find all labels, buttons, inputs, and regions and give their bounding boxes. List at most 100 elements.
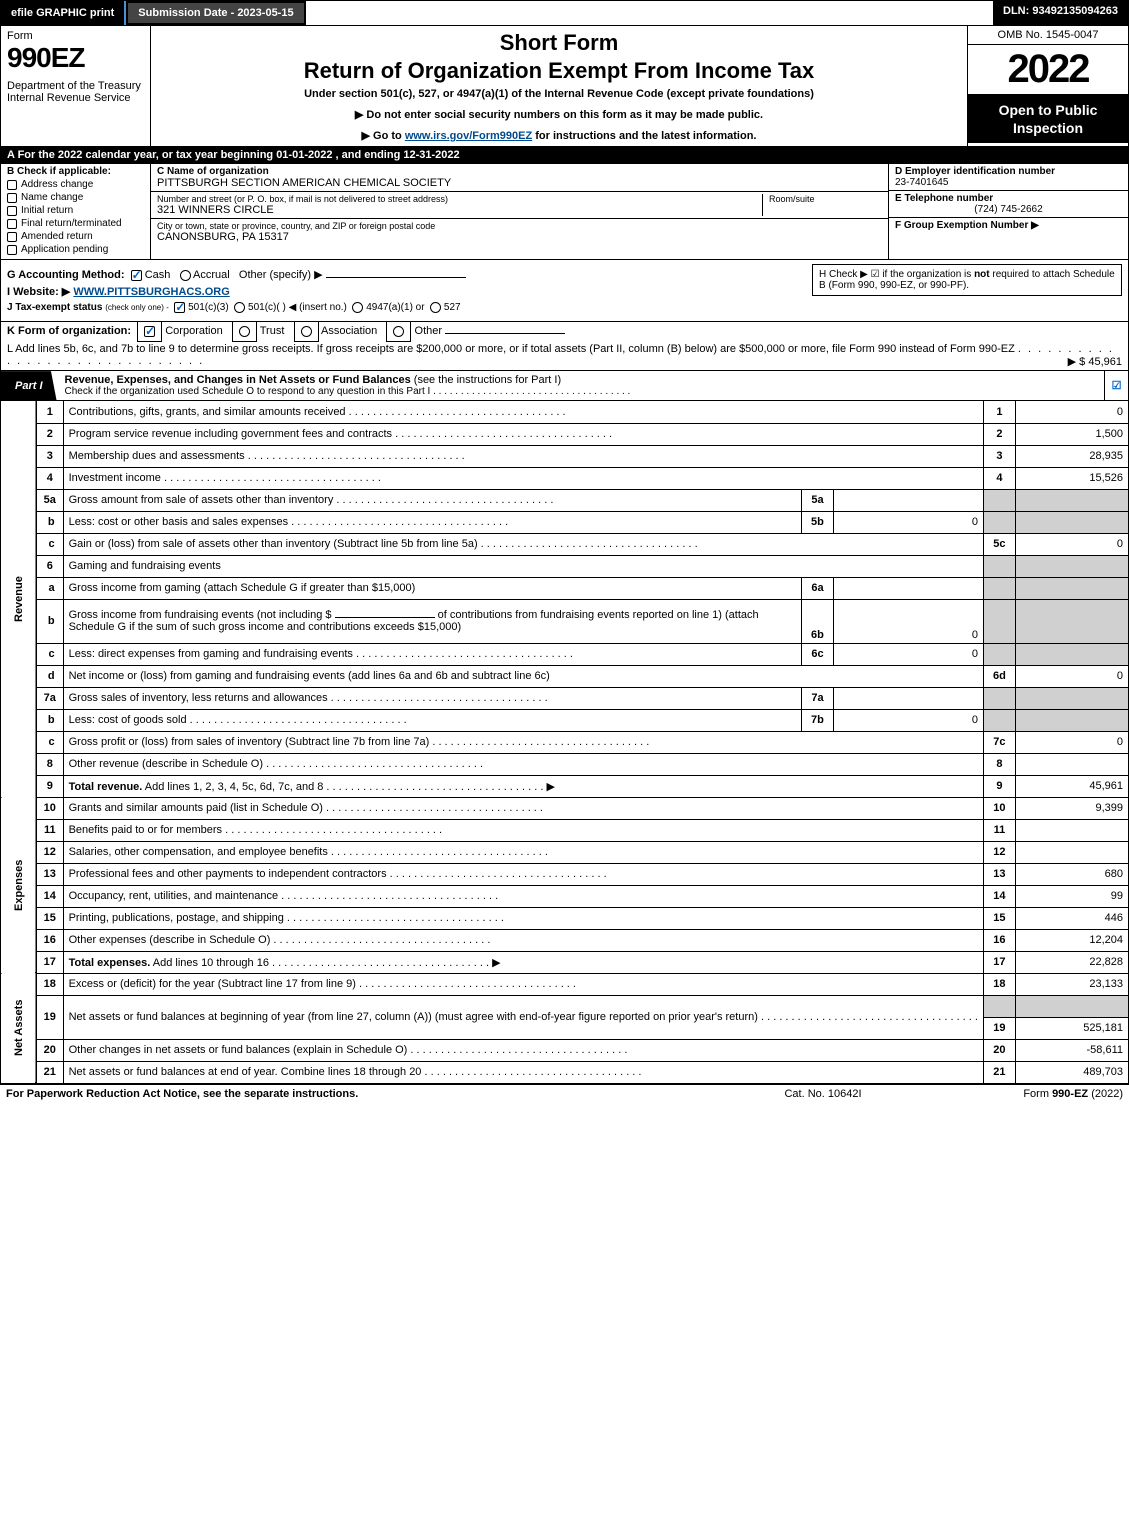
- checkbox-corporation[interactable]: [144, 326, 155, 337]
- goto-post: for instructions and the latest informat…: [532, 130, 756, 142]
- checkbox-icon: [7, 180, 17, 190]
- num: 2: [983, 423, 1015, 445]
- ln: 21: [36, 1061, 63, 1083]
- goto-note: ▶ Go to www.irs.gov/Form990EZ for instru…: [159, 129, 959, 142]
- line-6a: a Gross income from gaming (attach Sched…: [1, 577, 1129, 599]
- street-address: 321 WINNERS CIRCLE: [157, 204, 762, 216]
- mini-val: [833, 687, 983, 709]
- line-6: 6 Gaming and fundraising events: [1, 555, 1129, 577]
- checkbox-501c3[interactable]: [174, 302, 185, 313]
- desc: Total expenses. Add lines 10 through 16 …: [63, 951, 983, 973]
- radio-527[interactable]: [430, 302, 441, 313]
- footer-right: Form 990-EZ (2022): [923, 1088, 1123, 1100]
- line-10: Expenses 10 Grants and similar amounts p…: [1, 797, 1129, 819]
- desc: Membership dues and assessments: [63, 445, 983, 467]
- val-shade: [1015, 599, 1128, 643]
- ln: 3: [36, 445, 63, 467]
- tax-year: 2022: [968, 45, 1128, 95]
- ln: 19: [36, 995, 63, 1039]
- opt-address-change[interactable]: Address change: [7, 179, 144, 190]
- opt-application-pending[interactable]: Application pending: [7, 244, 144, 255]
- g-other: Other (specify) ▶: [239, 269, 323, 281]
- val: 0: [1015, 533, 1128, 555]
- line-12: 12 Salaries, other compensation, and emp…: [1, 841, 1129, 863]
- radio-other[interactable]: [393, 326, 404, 337]
- radio-trust[interactable]: [239, 326, 250, 337]
- opt-name-change[interactable]: Name change: [7, 192, 144, 203]
- ln: 10: [36, 797, 63, 819]
- val-shade: [1015, 643, 1128, 665]
- line-2: 2 Program service revenue including gove…: [1, 423, 1129, 445]
- omb-number: OMB No. 1545-0047: [968, 26, 1128, 45]
- l9-bold: Total revenue.: [69, 781, 143, 793]
- val: 446: [1015, 907, 1128, 929]
- line-13: 13 Professional fees and other payments …: [1, 863, 1129, 885]
- efile-print-button[interactable]: efile GRAPHIC print: [1, 1, 126, 25]
- form-header: Form 990EZ Department of the Treasury In…: [0, 26, 1129, 147]
- line-8: 8 Other revenue (describe in Schedule O)…: [1, 753, 1129, 775]
- ln: c: [36, 731, 63, 753]
- l17-bold: Total expenses.: [69, 957, 151, 969]
- num-shade: [983, 995, 1015, 1017]
- radio-accrual[interactable]: [180, 270, 191, 281]
- val: 489,703: [1015, 1061, 1128, 1083]
- dln-label: DLN: 93492135094263: [993, 1, 1128, 25]
- line-4: 4 Investment income 4 15,526: [1, 467, 1129, 489]
- val-shade: [1015, 709, 1128, 731]
- ln: 16: [36, 929, 63, 951]
- desc-pre: Gross income from fundraising events (no…: [69, 609, 332, 621]
- num: 5c: [983, 533, 1015, 555]
- footer-form-bold: 990-EZ: [1052, 1088, 1088, 1100]
- line-19a: 19 Net assets or fund balances at beginn…: [1, 995, 1129, 1017]
- radio-association[interactable]: [301, 326, 312, 337]
- part1-schedule-o-check[interactable]: ☑: [1104, 371, 1128, 400]
- ln: 4: [36, 467, 63, 489]
- val-shade: [1015, 577, 1128, 599]
- line-3: 3 Membership dues and assessments 3 28,9…: [1, 445, 1129, 467]
- c-city-label: City or town, state or province, country…: [157, 221, 435, 231]
- j-527: 527: [444, 302, 461, 313]
- radio-501c[interactable]: [234, 302, 245, 313]
- val: [1015, 753, 1128, 775]
- phone-value: (724) 745-2662: [895, 204, 1122, 215]
- f-group: F Group Exemption Number ▶: [889, 218, 1128, 259]
- line-5a: 5a Gross amount from sale of assets othe…: [1, 489, 1129, 511]
- val: 525,181: [1015, 1017, 1128, 1039]
- line-7c: c Gross profit or (loss) from sales of i…: [1, 731, 1129, 753]
- k-other: Other: [415, 325, 443, 337]
- radio-4947[interactable]: [352, 302, 363, 313]
- num-shade: [983, 599, 1015, 643]
- ln: 2: [36, 423, 63, 445]
- opt-final-return[interactable]: Final return/terminated: [7, 218, 144, 229]
- website-link[interactable]: WWW.PITTSBURGHACS.ORG: [73, 286, 229, 298]
- city-state-zip: CANONSBURG, PA 15317: [157, 231, 435, 243]
- header-left: Form 990EZ Department of the Treasury In…: [1, 26, 151, 146]
- desc: Other revenue (describe in Schedule O): [63, 753, 983, 775]
- ln: 8: [36, 753, 63, 775]
- g-cash: Cash: [145, 269, 171, 281]
- desc: Professional fees and other payments to …: [63, 863, 983, 885]
- opt-label: Amended return: [21, 231, 93, 242]
- desc: Gross income from fundraising events (no…: [63, 599, 801, 643]
- contrib-amount-input[interactable]: [335, 617, 435, 618]
- ln: 17: [36, 951, 63, 973]
- num: 18: [983, 973, 1015, 995]
- top-bar: efile GRAPHIC print Submission Date - 20…: [0, 0, 1129, 26]
- num-shade: [983, 555, 1015, 577]
- num: 17: [983, 951, 1015, 973]
- d-ein: D Employer identification number 23-7401…: [889, 164, 1128, 191]
- checkbox-cash[interactable]: [131, 270, 142, 281]
- mini-ln: 5a: [801, 489, 833, 511]
- other-specify-input[interactable]: [326, 277, 466, 278]
- opt-initial-return[interactable]: Initial return: [7, 205, 144, 216]
- opt-amended-return[interactable]: Amended return: [7, 231, 144, 242]
- c-street-row: Number and street (or P. O. box, if mail…: [151, 192, 888, 219]
- j-label: J Tax-exempt status: [7, 302, 102, 313]
- k-other-input[interactable]: [445, 333, 565, 334]
- section-ghij: H Check ▶ ☑ if the organization is not r…: [0, 260, 1129, 322]
- irs-link[interactable]: www.irs.gov/Form990EZ: [405, 130, 532, 142]
- desc: Net assets or fund balances at beginning…: [63, 995, 983, 1039]
- part1-tab: Part I: [1, 371, 57, 400]
- k-form-org: K Form of organization: Corporation Trus…: [0, 322, 1129, 340]
- num: 6d: [983, 665, 1015, 687]
